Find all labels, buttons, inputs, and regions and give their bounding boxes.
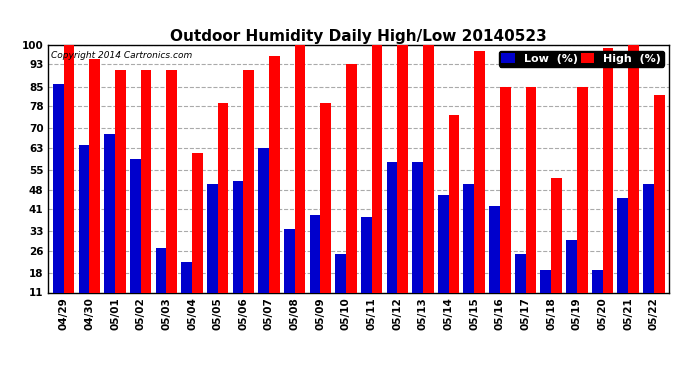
Bar — [526, 87, 536, 292]
Bar — [79, 145, 90, 292]
Bar — [295, 45, 306, 292]
Bar — [551, 178, 562, 292]
Legend: Low  (%), High  (%): Low (%), High (%) — [499, 51, 664, 66]
Bar — [515, 254, 526, 292]
Bar — [207, 184, 217, 292]
Bar — [335, 254, 346, 292]
Bar — [155, 248, 166, 292]
Bar — [115, 70, 126, 292]
Bar — [104, 134, 115, 292]
Bar — [346, 64, 357, 292]
Bar — [217, 104, 228, 292]
Bar — [577, 87, 588, 292]
Bar — [269, 56, 279, 292]
Bar — [90, 59, 100, 292]
Bar — [361, 217, 372, 292]
Bar — [284, 228, 295, 292]
Bar — [489, 206, 500, 292]
Bar — [448, 114, 460, 292]
Bar — [386, 162, 397, 292]
Bar — [130, 159, 141, 292]
Bar — [566, 240, 577, 292]
Bar — [628, 45, 639, 292]
Title: Outdoor Humidity Daily High/Low 20140523: Outdoor Humidity Daily High/Low 20140523 — [170, 29, 547, 44]
Bar — [141, 70, 152, 292]
Bar — [397, 45, 408, 292]
Bar — [310, 214, 320, 292]
Bar — [412, 162, 423, 292]
Bar — [474, 51, 485, 292]
Bar — [438, 195, 449, 292]
Bar — [166, 70, 177, 292]
Bar — [423, 45, 434, 292]
Bar — [53, 84, 63, 292]
Bar — [500, 87, 511, 292]
Bar — [372, 45, 382, 292]
Bar — [320, 104, 331, 292]
Bar — [540, 270, 551, 292]
Bar — [592, 270, 602, 292]
Bar — [244, 70, 254, 292]
Bar — [602, 48, 613, 292]
Bar — [233, 181, 244, 292]
Bar — [192, 153, 203, 292]
Bar — [618, 198, 628, 292]
Bar — [63, 45, 75, 292]
Bar — [654, 95, 664, 292]
Text: Copyright 2014 Cartronics.com: Copyright 2014 Cartronics.com — [51, 51, 193, 60]
Bar — [464, 184, 474, 292]
Bar — [181, 262, 192, 292]
Bar — [258, 148, 269, 292]
Bar — [643, 184, 654, 292]
